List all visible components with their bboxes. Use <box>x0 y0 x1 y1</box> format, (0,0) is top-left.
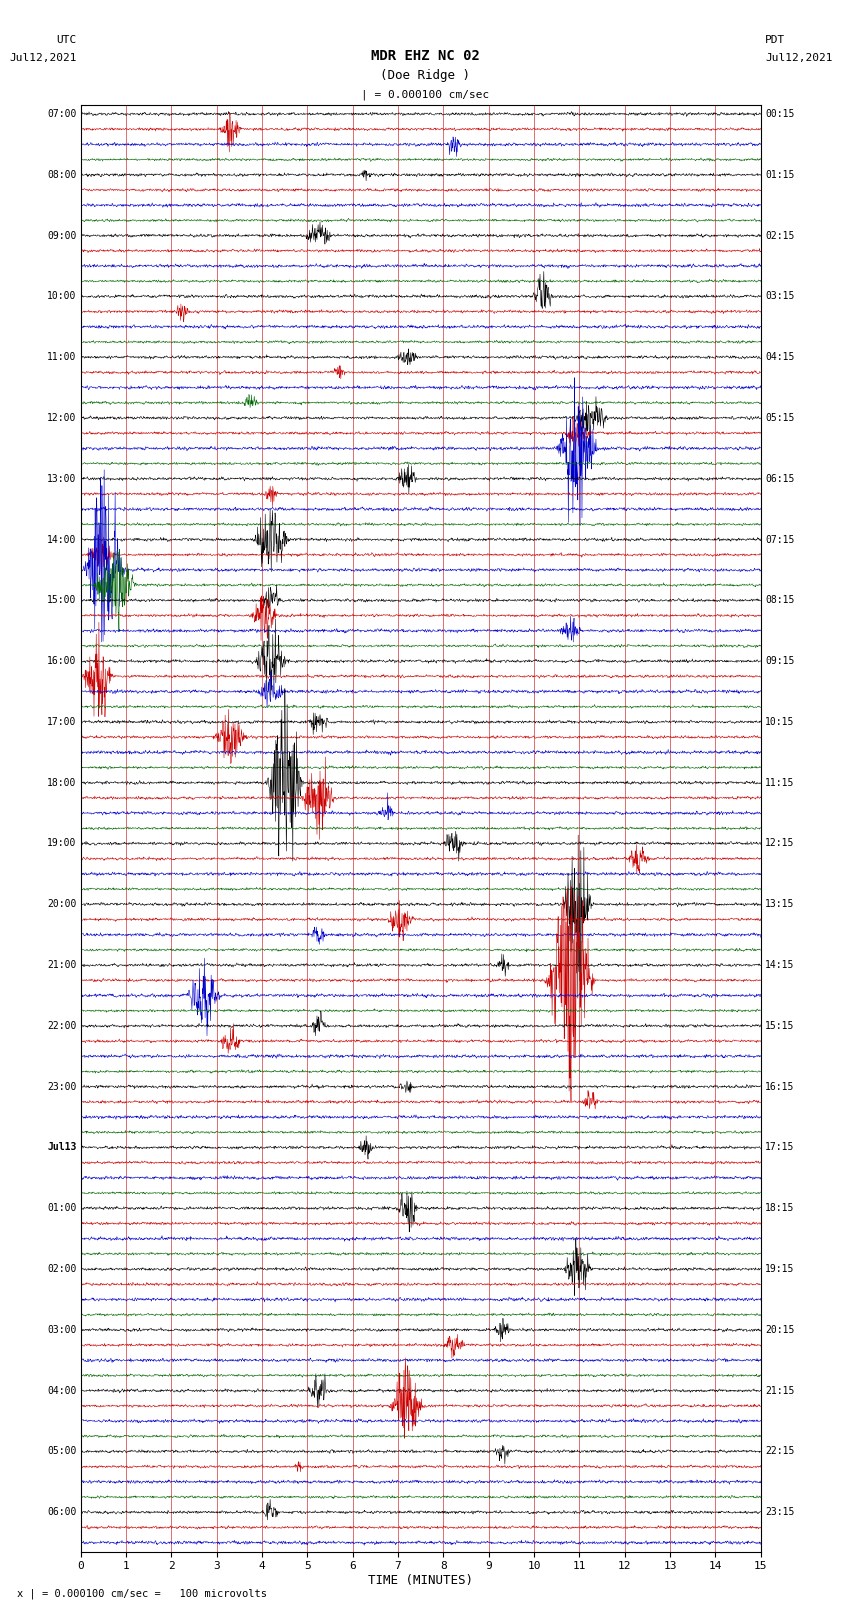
Text: 19:00: 19:00 <box>47 839 76 848</box>
Text: 12:15: 12:15 <box>765 839 795 848</box>
Text: PDT: PDT <box>765 35 785 45</box>
Text: 11:00: 11:00 <box>47 352 76 363</box>
Text: 13:15: 13:15 <box>765 900 795 910</box>
Text: 08:15: 08:15 <box>765 595 795 605</box>
Text: 02:00: 02:00 <box>47 1265 76 1274</box>
Text: 02:15: 02:15 <box>765 231 795 240</box>
Text: 12:00: 12:00 <box>47 413 76 423</box>
Text: 09:15: 09:15 <box>765 656 795 666</box>
Text: 17:15: 17:15 <box>765 1142 795 1152</box>
Text: 04:00: 04:00 <box>47 1386 76 1395</box>
Text: 19:15: 19:15 <box>765 1265 795 1274</box>
Text: (Doe Ridge ): (Doe Ridge ) <box>380 69 470 82</box>
Text: 18:15: 18:15 <box>765 1203 795 1213</box>
Text: 14:15: 14:15 <box>765 960 795 969</box>
Text: 10:00: 10:00 <box>47 292 76 302</box>
Text: 21:00: 21:00 <box>47 960 76 969</box>
Text: Jul12,2021: Jul12,2021 <box>765 53 832 63</box>
Text: Jul13: Jul13 <box>47 1142 76 1152</box>
Text: 18:00: 18:00 <box>47 777 76 787</box>
Text: 06:15: 06:15 <box>765 474 795 484</box>
Text: 07:15: 07:15 <box>765 534 795 545</box>
Text: 01:00: 01:00 <box>47 1203 76 1213</box>
X-axis label: TIME (MINUTES): TIME (MINUTES) <box>368 1574 473 1587</box>
Text: 11:15: 11:15 <box>765 777 795 787</box>
Text: 04:15: 04:15 <box>765 352 795 363</box>
Text: 22:15: 22:15 <box>765 1447 795 1457</box>
Text: 17:00: 17:00 <box>47 716 76 727</box>
Text: 15:00: 15:00 <box>47 595 76 605</box>
Text: 21:15: 21:15 <box>765 1386 795 1395</box>
Text: 03:00: 03:00 <box>47 1324 76 1336</box>
Text: 23:15: 23:15 <box>765 1507 795 1518</box>
Text: 09:00: 09:00 <box>47 231 76 240</box>
Text: x | = 0.000100 cm/sec =   100 microvolts: x | = 0.000100 cm/sec = 100 microvolts <box>17 1589 267 1598</box>
Text: UTC: UTC <box>56 35 76 45</box>
Text: 14:00: 14:00 <box>47 534 76 545</box>
Text: 20:15: 20:15 <box>765 1324 795 1336</box>
Text: 05:15: 05:15 <box>765 413 795 423</box>
Text: 06:00: 06:00 <box>47 1507 76 1518</box>
Text: 01:15: 01:15 <box>765 169 795 179</box>
Text: 00:15: 00:15 <box>765 110 795 119</box>
Text: Jul12,2021: Jul12,2021 <box>9 53 76 63</box>
Text: 16:00: 16:00 <box>47 656 76 666</box>
Text: 10:15: 10:15 <box>765 716 795 727</box>
Text: 23:00: 23:00 <box>47 1082 76 1092</box>
Text: 16:15: 16:15 <box>765 1082 795 1092</box>
Text: | = 0.000100 cm/sec: | = 0.000100 cm/sec <box>361 90 489 100</box>
Text: 15:15: 15:15 <box>765 1021 795 1031</box>
Text: 03:15: 03:15 <box>765 292 795 302</box>
Text: 08:00: 08:00 <box>47 169 76 179</box>
Text: 13:00: 13:00 <box>47 474 76 484</box>
Text: 05:00: 05:00 <box>47 1447 76 1457</box>
Text: 07:00: 07:00 <box>47 110 76 119</box>
Text: 22:00: 22:00 <box>47 1021 76 1031</box>
Text: MDR EHZ NC 02: MDR EHZ NC 02 <box>371 50 479 63</box>
Text: 20:00: 20:00 <box>47 900 76 910</box>
